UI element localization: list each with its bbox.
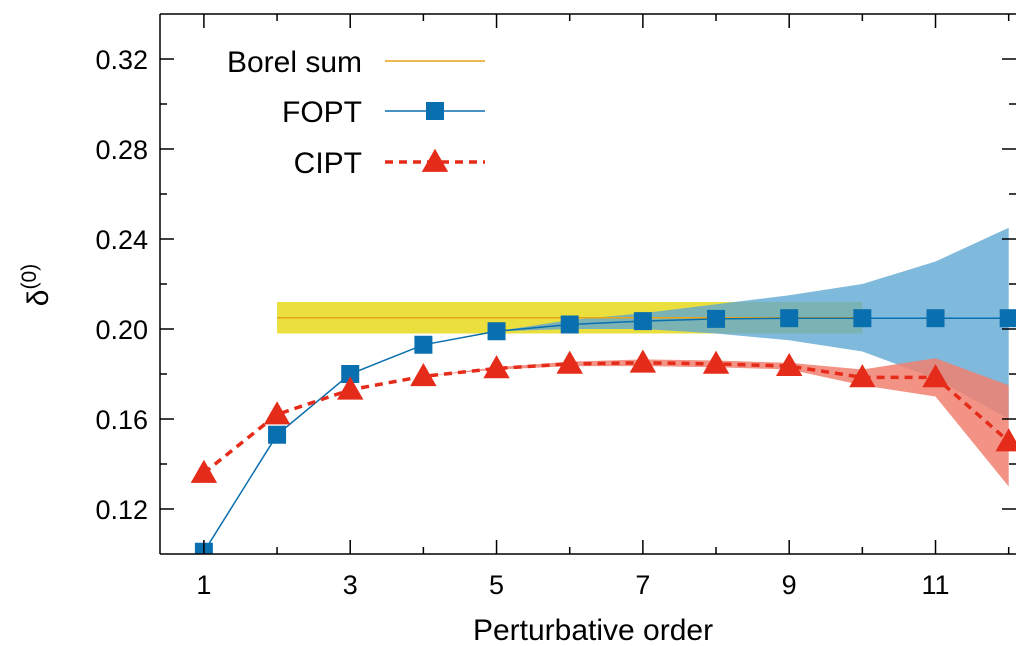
cipt-point: [849, 364, 876, 388]
fopt-line: [203, 317, 1009, 553]
y-tick-label: 0.24: [95, 225, 148, 255]
y-axis-title: δ(0): [18, 264, 55, 306]
cipt-point: [702, 350, 730, 374]
cipt-band: [423, 358, 1009, 487]
y-tick-label: 0.28: [95, 135, 148, 165]
x-tick-label: 1: [196, 570, 211, 600]
fopt-point: [560, 315, 579, 334]
fopt-band: [496, 227, 1009, 419]
cipt-line: [202, 361, 1010, 475]
x-tick-label: 9: [782, 570, 797, 600]
y-tick-label: 0.32: [95, 45, 148, 75]
axis-ticks: 0.12 0.16 0.20 0.24 0.28 0.32 1 3 5 7 9 11: [95, 14, 1016, 600]
legend-marker-cipt: [421, 148, 449, 172]
legend: Borel sum FOPT CIPT: [227, 46, 485, 180]
x-tick-label: 11: [922, 570, 950, 600]
legend-label-borel: Borel sum: [227, 46, 362, 79]
fopt-point: [487, 322, 506, 341]
y-axis-title-main: δ: [22, 289, 55, 306]
fopt-point: [780, 309, 799, 328]
fopt-point: [341, 365, 360, 383]
legend-marker-fopt: [426, 102, 444, 120]
fopt-point: [633, 312, 652, 331]
series-markers: [190, 309, 1016, 554]
cipt-point: [190, 459, 218, 483]
cipt-point: [410, 363, 437, 387]
legend-label-fopt: FOPT: [282, 96, 362, 129]
x-axis-title: Perturbative order: [473, 614, 713, 646]
fopt-point: [707, 309, 726, 328]
x-tick-label: 3: [343, 570, 358, 600]
legend-label-cipt: CIPT: [294, 147, 362, 180]
x-tick-label: 7: [635, 570, 650, 600]
y-axis-title-superscript: (0): [18, 264, 41, 290]
cipt-point: [483, 355, 510, 379]
fopt-point: [268, 425, 287, 444]
svg-text:δ(0): δ(0): [18, 264, 55, 306]
cipt-point: [337, 376, 364, 400]
fopt-point: [853, 309, 872, 328]
x-tick-label: 5: [489, 570, 504, 600]
y-tick-label: 0.12: [95, 495, 148, 525]
fopt-point: [999, 309, 1016, 328]
y-tick-label: 0.20: [95, 315, 148, 345]
cipt-point: [629, 349, 657, 373]
fopt-point: [414, 335, 433, 354]
y-tick-label: 0.16: [95, 405, 148, 435]
fopt-point: [926, 309, 945, 328]
cipt-point: [995, 428, 1016, 452]
cipt-point: [775, 352, 803, 377]
cipt-point: [263, 401, 291, 425]
cipt-point: [922, 364, 949, 388]
cipt-point: [556, 350, 583, 374]
